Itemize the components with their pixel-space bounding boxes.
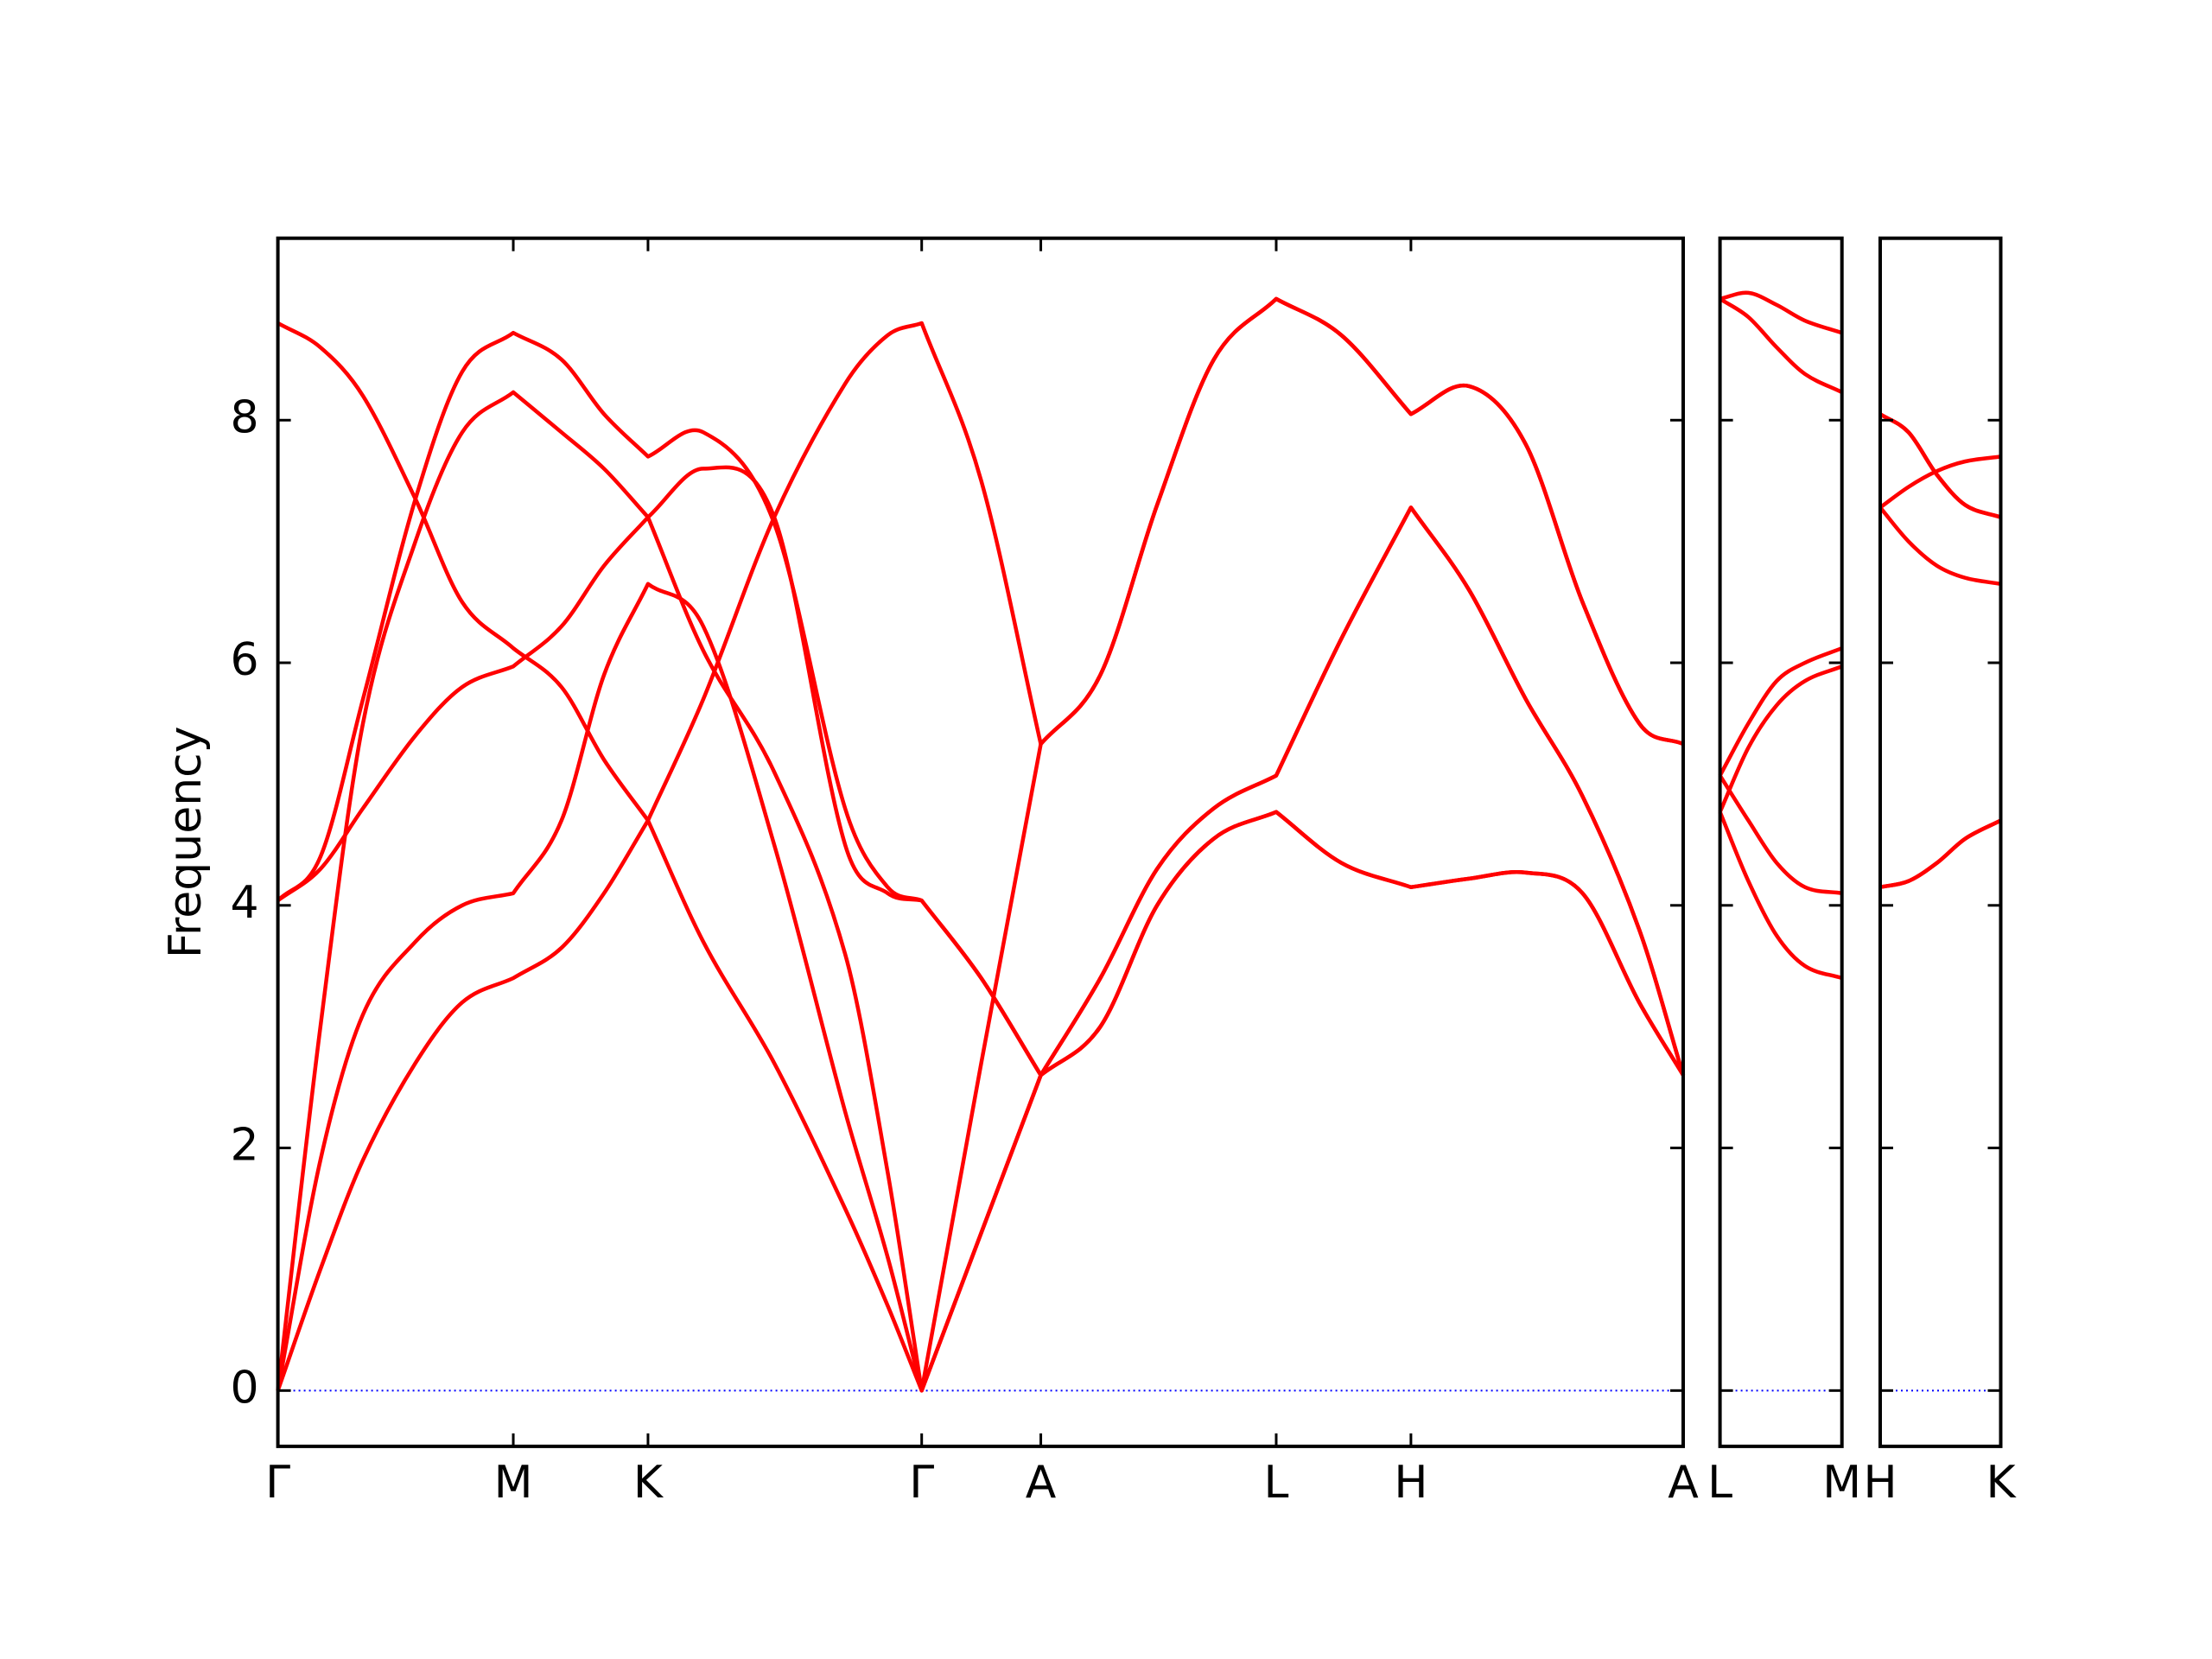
x-tick-label: H <box>1863 1457 1897 1509</box>
x-tick-label: H <box>1394 1457 1427 1509</box>
x-tick-label: M <box>494 1457 533 1509</box>
band-line <box>276 505 1686 1393</box>
x-tick-label: L <box>1263 1457 1288 1509</box>
band-line <box>276 390 1686 1391</box>
plot-frame <box>276 236 1686 1448</box>
band-line <box>276 330 1685 1077</box>
y-tick-label: 2 <box>231 1120 259 1172</box>
band-line <box>276 296 1684 1393</box>
x-tick-label: M <box>1822 1457 1861 1509</box>
band-line <box>1878 454 2001 510</box>
band-line <box>1878 505 2001 587</box>
plot-frame <box>1718 236 1844 1448</box>
band-line <box>1719 290 1843 335</box>
y-tick-label: 8 <box>231 391 259 443</box>
x-tick-label: A <box>1026 1457 1057 1509</box>
x-tick-label: L <box>1707 1457 1732 1509</box>
plot-frame <box>1878 236 2003 1448</box>
y-axis-label: Frequency <box>160 726 212 958</box>
band-line <box>1718 646 1843 777</box>
y-tick-label: 6 <box>231 634 259 686</box>
x-tick-label: K <box>1986 1457 2017 1509</box>
band-line <box>1719 296 1843 395</box>
band-line <box>1718 810 1843 981</box>
band-line <box>276 296 1684 1392</box>
band-line <box>1878 412 2002 519</box>
band-line <box>1879 818 2002 889</box>
x-tick-label: Γ <box>909 1457 934 1509</box>
band-line <box>1878 412 2002 519</box>
y-tick-label: 0 <box>231 1362 259 1414</box>
y-tick-label: 4 <box>231 877 259 929</box>
band-line <box>1718 774 1843 895</box>
x-tick-label: A <box>1668 1457 1699 1509</box>
band-line <box>1718 664 1843 813</box>
x-tick-label: K <box>633 1457 664 1509</box>
x-tick-label: Γ <box>265 1457 290 1509</box>
